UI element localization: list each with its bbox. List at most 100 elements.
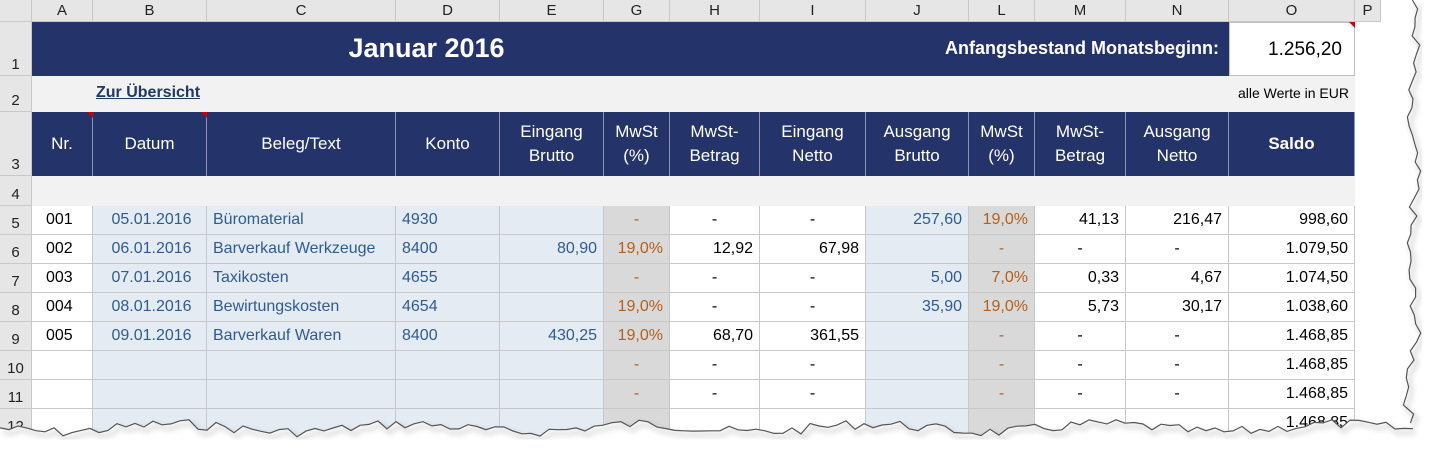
- cell-eingang-brutto[interactable]: [500, 380, 604, 409]
- cell-mwst-betrag-out[interactable]: -: [1035, 235, 1126, 264]
- cell-eingang-brutto[interactable]: [500, 409, 604, 438]
- row-header-3[interactable]: 3: [0, 112, 32, 176]
- cell-ausgang-brutto[interactable]: 35,90: [866, 293, 969, 322]
- cell-mwst-in[interactable]: -: [604, 264, 670, 293]
- cell-mwst-in[interactable]: -: [604, 351, 670, 380]
- cell-datum[interactable]: 08.01.2016: [93, 293, 207, 322]
- cell-ausgang-netto[interactable]: [1126, 409, 1229, 438]
- cell-saldo[interactable]: 1.468,85: [1229, 351, 1355, 380]
- cell-ausgang-netto[interactable]: -: [1126, 380, 1229, 409]
- cell-ausgang-brutto[interactable]: [866, 235, 969, 264]
- column-header-h[interactable]: H: [670, 0, 760, 22]
- cell-ausgang-brutto[interactable]: [866, 351, 969, 380]
- header-mwst-betrag-in[interactable]: MwSt- Betrag: [670, 112, 760, 176]
- cell-ausgang-netto[interactable]: -: [1126, 322, 1229, 351]
- cell-ausgang-netto[interactable]: 216,47: [1126, 206, 1229, 235]
- cell-nr[interactable]: 005: [32, 322, 93, 351]
- column-header-c[interactable]: C: [207, 0, 396, 22]
- cell-mwst-in[interactable]: -: [604, 380, 670, 409]
- column-header-e[interactable]: E: [500, 0, 604, 22]
- cell-nr[interactable]: [32, 351, 93, 380]
- cell-saldo[interactable]: 1.468,85: [1229, 409, 1355, 438]
- cell-ausgang-brutto[interactable]: [866, 322, 969, 351]
- cell-mwst-betrag-out[interactable]: [1035, 409, 1126, 438]
- header-mwst-in[interactable]: MwSt (%): [604, 112, 670, 176]
- cell-ausgang-brutto[interactable]: [866, 380, 969, 409]
- cell-datum[interactable]: 06.01.2016: [93, 235, 207, 264]
- cell-datum[interactable]: [93, 351, 207, 380]
- cell-ausgang-netto[interactable]: 30,17: [1126, 293, 1229, 322]
- header-datum[interactable]: Datum: [93, 112, 207, 176]
- cell-beleg[interactable]: Bewirtungskosten: [207, 293, 396, 322]
- cell-datum[interactable]: 05.01.2016: [93, 206, 207, 235]
- cell-mwst-out[interactable]: 7,0%: [969, 264, 1035, 293]
- cell-ausgang-brutto[interactable]: 257,60: [866, 206, 969, 235]
- cell-mwst-betrag-out[interactable]: 41,13: [1035, 206, 1126, 235]
- cell-mwst-betrag-in[interactable]: -: [670, 380, 760, 409]
- cell-eingang-brutto[interactable]: [500, 264, 604, 293]
- cell-datum[interactable]: 07.01.2016: [93, 264, 207, 293]
- cell-eingang-netto[interactable]: -: [760, 380, 866, 409]
- cell-mwst-betrag-out[interactable]: -: [1035, 380, 1126, 409]
- cell-datum[interactable]: [93, 380, 207, 409]
- cell-eingang-brutto[interactable]: 430,25: [500, 322, 604, 351]
- cell-mwst-betrag-out[interactable]: -: [1035, 351, 1126, 380]
- cell-konto[interactable]: [396, 380, 500, 409]
- cell-mwst-betrag-in[interactable]: -: [670, 206, 760, 235]
- cell-mwst-betrag-in[interactable]: -: [670, 351, 760, 380]
- cell-nr[interactable]: 002: [32, 235, 93, 264]
- cell-mwst-in[interactable]: 19,0%: [604, 322, 670, 351]
- cell-ausgang-brutto[interactable]: [866, 409, 969, 438]
- row-header-6[interactable]: 6: [0, 235, 32, 264]
- cell-saldo[interactable]: 1.468,85: [1229, 322, 1355, 351]
- cell-eingang-brutto[interactable]: [500, 206, 604, 235]
- row-header-5[interactable]: 5: [0, 206, 32, 235]
- column-header-m[interactable]: M: [1035, 0, 1126, 22]
- cell-saldo[interactable]: 1.038,60: [1229, 293, 1355, 322]
- row-header-9[interactable]: 9: [0, 322, 32, 351]
- column-header-b[interactable]: B: [93, 0, 207, 22]
- comment-indicator[interactable]: [201, 112, 207, 118]
- cell-nr[interactable]: [32, 380, 93, 409]
- cell-datum[interactable]: [93, 409, 207, 438]
- cell-datum[interactable]: 09.01.2016: [93, 322, 207, 351]
- cell-ausgang-netto[interactable]: 4,67: [1126, 264, 1229, 293]
- cell-eingang-brutto[interactable]: 80,90: [500, 235, 604, 264]
- column-header-j[interactable]: J: [866, 0, 969, 22]
- cell-mwst-in[interactable]: 19,0%: [604, 293, 670, 322]
- opening-balance-value[interactable]: 1.256,20: [1229, 22, 1355, 76]
- cell-saldo[interactable]: 1.468,85: [1229, 380, 1355, 409]
- row-header-11[interactable]: 11: [0, 380, 32, 409]
- overview-link[interactable]: Zur Übersicht: [96, 84, 201, 101]
- column-header-o[interactable]: O: [1229, 0, 1355, 22]
- row-header-7[interactable]: 7: [0, 264, 32, 293]
- cell-mwst-out[interactable]: [969, 409, 1035, 438]
- cell-eingang-netto[interactable]: 67,98: [760, 235, 866, 264]
- header-saldo[interactable]: Saldo: [1229, 112, 1355, 176]
- column-header-p[interactable]: P: [1355, 0, 1381, 22]
- cell-eingang-netto[interactable]: -: [760, 264, 866, 293]
- cell-nr[interactable]: 003: [32, 264, 93, 293]
- cell-beleg[interactable]: Barverkauf Waren: [207, 322, 396, 351]
- header-beleg[interactable]: Beleg/Text: [207, 112, 396, 176]
- header-mwst-betrag-out[interactable]: MwSt- Betrag: [1035, 112, 1126, 176]
- header-mwst-out[interactable]: MwSt (%): [969, 112, 1035, 176]
- cell-konto[interactable]: 4654: [396, 293, 500, 322]
- cell-mwst-out[interactable]: -: [969, 322, 1035, 351]
- cell-mwst-betrag-in[interactable]: [670, 409, 760, 438]
- cell-beleg[interactable]: Taxikosten: [207, 264, 396, 293]
- header-ausgang-netto[interactable]: Ausgang Netto: [1126, 112, 1229, 176]
- cell-saldo[interactable]: 1.079,50: [1229, 235, 1355, 264]
- header-konto[interactable]: Konto: [396, 112, 500, 176]
- cell-saldo[interactable]: 1.074,50: [1229, 264, 1355, 293]
- cell-nr[interactable]: [32, 409, 93, 438]
- cell-mwst-in[interactable]: 19,0%: [604, 235, 670, 264]
- cell-ausgang-netto[interactable]: -: [1126, 351, 1229, 380]
- column-header-n[interactable]: N: [1126, 0, 1229, 22]
- cell-konto[interactable]: [396, 351, 500, 380]
- column-header-d[interactable]: D: [396, 0, 500, 22]
- header-nr[interactable]: Nr.: [32, 112, 93, 176]
- cell-mwst-out[interactable]: -: [969, 380, 1035, 409]
- cell-beleg[interactable]: Büromaterial: [207, 206, 396, 235]
- cell-mwst-betrag-in[interactable]: 68,70: [670, 322, 760, 351]
